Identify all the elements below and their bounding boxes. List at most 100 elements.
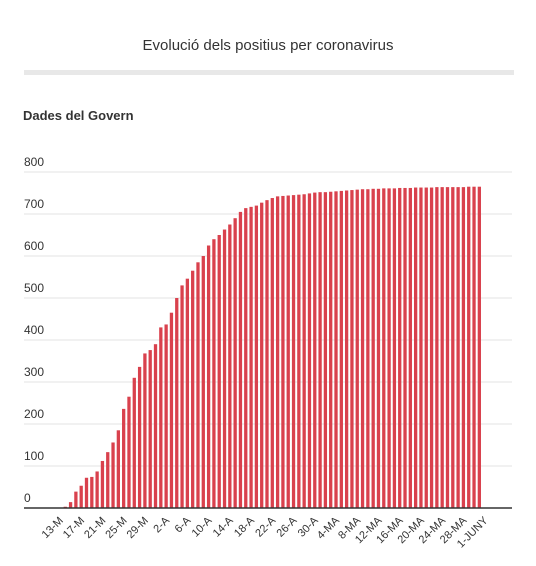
bar-27-M [127, 396, 131, 508]
x-tick-label: 21-M [82, 515, 108, 541]
bar-9-A [196, 262, 200, 508]
bar-22-M [100, 460, 105, 508]
bar-18-M [79, 485, 83, 508]
bar-16-M [68, 502, 73, 508]
y-tick-label: 700 [24, 197, 44, 211]
bar-30-MA [467, 186, 471, 508]
x-tick-label: 22-A [253, 514, 278, 539]
bar-3-MA [323, 192, 328, 508]
bar-28-MA [456, 187, 460, 508]
bar-24-A [275, 196, 280, 509]
y-tick-label: 300 [24, 365, 44, 379]
bar-13-MA [376, 188, 381, 509]
y-tick-label: 600 [24, 239, 44, 253]
x-tick-label: 14-A [211, 514, 236, 539]
bar-20-MA [414, 187, 418, 509]
bar-8-A [191, 270, 195, 508]
x-tick-label: 17-M [61, 515, 87, 541]
bar-31-MA [472, 186, 476, 508]
x-tick-label: 18-A [232, 514, 257, 539]
bar-13-A [217, 235, 221, 508]
bar-26-MA [445, 187, 450, 508]
bar-17-MA [398, 187, 402, 508]
bar-11-A [206, 245, 211, 508]
bar-8-MA [350, 190, 354, 508]
x-tick-label: 2-A [151, 514, 172, 535]
bar-29-A [302, 194, 306, 508]
x-tick-label: 4-MA [315, 514, 343, 542]
bar-1-MA [313, 192, 317, 508]
bar-25-A [281, 195, 285, 508]
bar-10-MA [360, 189, 365, 508]
bar-4-A [169, 312, 174, 508]
bar-20-A [254, 205, 259, 508]
y-tick-label: 800 [24, 155, 44, 169]
bar-12-MA [371, 188, 375, 509]
y-tick-label: 500 [24, 281, 44, 295]
chart-subtitle: Dades del Govern [23, 108, 134, 123]
bar-26-M [122, 408, 126, 508]
bar-18-A [244, 208, 248, 508]
bar-17-M [74, 491, 78, 508]
bar-21-M [95, 471, 99, 508]
bar-2-MA [318, 192, 322, 508]
bar-7-A [185, 278, 190, 508]
y-tick-label: 100 [24, 449, 44, 463]
x-tick-label: 29-M [125, 515, 151, 541]
bar-5-A [175, 298, 179, 508]
bar-14-A [222, 229, 227, 509]
bar-11-MA [366, 189, 370, 508]
bar-23-A [270, 198, 274, 509]
bar-3-A [164, 324, 168, 508]
y-tick-label: 200 [24, 407, 44, 421]
bar-24-MA [435, 187, 439, 508]
bar-22-A [265, 200, 269, 508]
bar-28-M [132, 377, 136, 508]
x-tick-label: 26-A [275, 514, 300, 539]
bar-1-JUNY [477, 186, 481, 508]
bar-12-A [212, 239, 216, 508]
bar-20-M [90, 476, 94, 508]
bar-1-A [153, 344, 158, 508]
bar-21-MA [419, 187, 423, 509]
bar-30-A [307, 193, 312, 509]
bar-28-A [297, 194, 301, 508]
bar-27-MA [451, 187, 455, 508]
bar-10-A [201, 256, 205, 508]
bar-26-A [286, 195, 290, 508]
bar-2-A [159, 327, 163, 508]
bar-7-MA [344, 190, 349, 509]
bar-30-M [143, 353, 147, 508]
bar-14-MA [382, 188, 386, 508]
bar-27-A [291, 195, 296, 508]
bar-19-A [249, 206, 253, 509]
bar-4-MA [329, 191, 333, 509]
bar-18-MA [403, 187, 407, 508]
x-tick-label: 13-M [40, 515, 66, 541]
x-tick-label: 10-A [190, 514, 215, 539]
bar-29-M [137, 366, 142, 508]
y-tick-label: 400 [24, 323, 44, 337]
bar-19-MA [408, 187, 412, 508]
bar-16-A [233, 218, 237, 508]
y-tick-label: 0 [24, 491, 31, 505]
bar-29-MA [461, 187, 466, 508]
bar-23-M [106, 452, 110, 508]
title-divider [24, 70, 514, 75]
x-tick-label: 25-M [103, 515, 129, 541]
bar-17-A [238, 211, 243, 508]
bar-23-MA [429, 187, 434, 509]
bar-24-M [111, 442, 115, 508]
bar-31-M [148, 350, 152, 508]
bar-15-MA [387, 188, 391, 508]
bar-15-A [228, 224, 232, 508]
bar-19-M [84, 477, 89, 508]
bar-22-MA [424, 187, 428, 509]
bar-25-MA [440, 187, 444, 508]
bars [53, 186, 481, 509]
bar-6-A [180, 285, 184, 508]
bar-5-MA [334, 191, 338, 508]
bar-16-MA [392, 188, 397, 508]
y-axis-labels: 0 100 200 300 400 500 600 700 800 [24, 155, 44, 505]
